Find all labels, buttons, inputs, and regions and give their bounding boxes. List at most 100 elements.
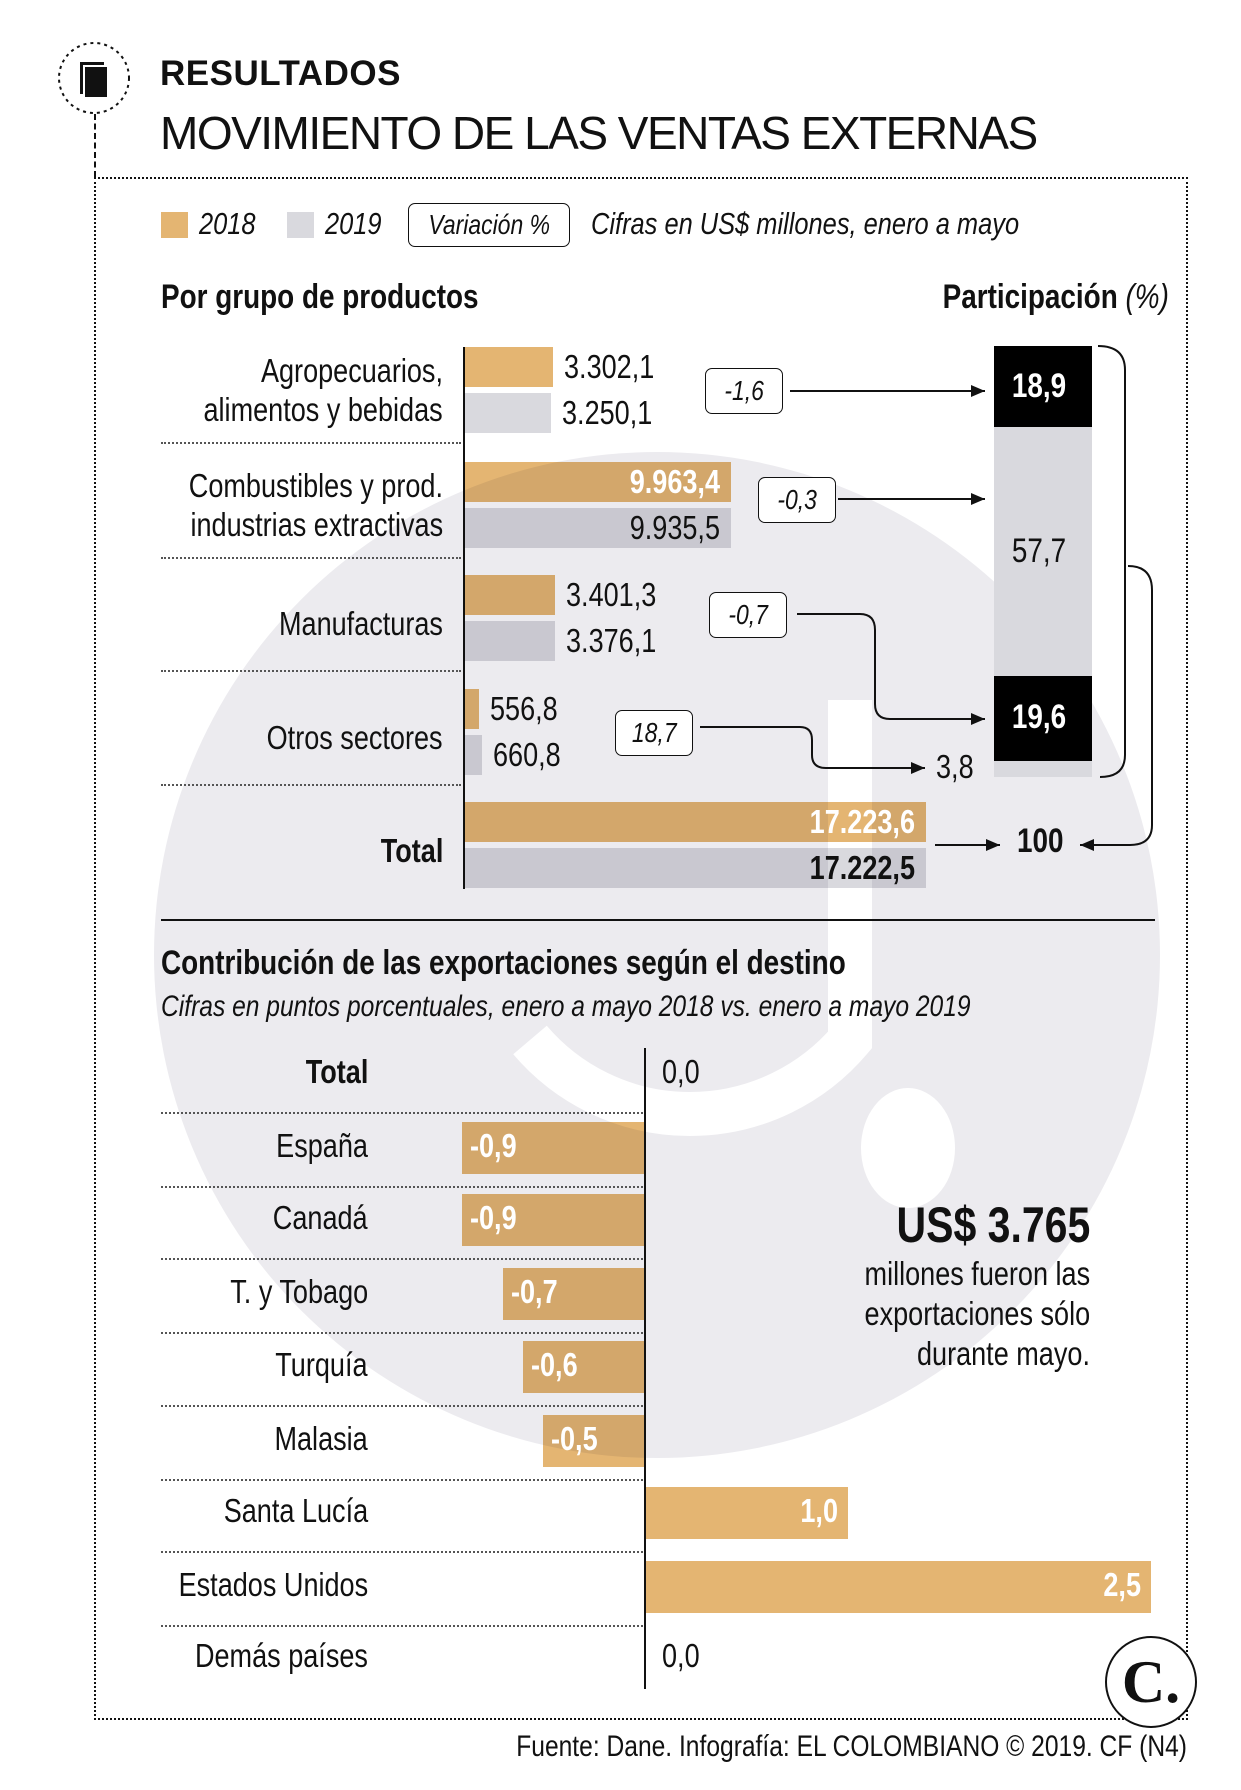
variation-label: -0,7 — [728, 599, 768, 630]
destination-value: -0,6 — [530, 1346, 578, 1383]
category-label-line: Agropecuarios, — [260, 352, 443, 389]
category-separator — [161, 670, 461, 672]
category-label: Combustibles y prod. industrias extractiv… — [133, 466, 443, 544]
bar-2019 — [464, 393, 552, 433]
footer-source: Fuente: Dane. Infografía: EL COLOMBIANO … — [516, 1730, 1187, 1763]
category-separator — [161, 784, 461, 786]
bar-2018 — [464, 575, 556, 615]
products-axis — [463, 347, 465, 889]
bar-2018 — [464, 462, 732, 502]
section-title-destination: Contribución de las exportaciones según … — [161, 944, 846, 982]
callout-line: durante mayo. — [917, 1335, 1090, 1372]
value-label-2018: 9.963,4 — [629, 463, 721, 500]
destination-label: Malasia — [274, 1420, 368, 1457]
arrowhead-icon — [971, 713, 985, 725]
document-icon — [58, 42, 130, 114]
category-label: Manufacturas — [243, 604, 443, 643]
callout-text: millones fueron las exportaciones sólo d… — [815, 1254, 1090, 1374]
destination-value: 0,0 — [662, 1637, 700, 1674]
legend-variation-text: Variación % — [428, 209, 550, 240]
category-label-line: Total — [380, 832, 443, 869]
destination-label: T. y Tobago — [230, 1273, 368, 1310]
legend-note: Cifras en US$ millones, enero a mayo — [591, 206, 1020, 241]
connector-arrow — [1097, 345, 1126, 778]
arrowhead-icon — [986, 839, 1000, 851]
destination-label: Total — [305, 1053, 368, 1090]
category-label: Otros sectores — [228, 718, 443, 757]
frame-connector — [94, 114, 96, 177]
category-label-line: Otros sectores — [267, 719, 443, 756]
destination-value: 2,5 — [1103, 1566, 1141, 1603]
section-divider — [161, 919, 1155, 921]
destination-label: Turquía — [275, 1346, 368, 1383]
share-segment — [994, 676, 1092, 761]
section-subtitle-destination: Cifras en puntos porcentuales, enero a m… — [161, 990, 971, 1023]
legend-2019: 2019 — [325, 206, 382, 241]
value-label-2018: 3.302,1 — [563, 348, 654, 385]
destination-separator — [161, 1625, 643, 1627]
destination-separator — [161, 1551, 643, 1553]
section-title-products: Por grupo de productos — [161, 278, 479, 316]
variation-box: -0,7 — [709, 592, 787, 638]
destination-bar — [543, 1415, 644, 1467]
connector-arrow — [700, 726, 925, 769]
share-title-suffix: (%) — [1125, 278, 1169, 316]
legend-variation: Variación % — [408, 203, 570, 247]
connector-arrow — [797, 613, 985, 720]
bar-2018 — [464, 689, 479, 729]
bar-2019 — [464, 621, 555, 661]
destination-value: 0,0 — [662, 1053, 700, 1090]
bar-2018 — [464, 802, 926, 842]
category-label-line: industrias extractivas — [190, 506, 443, 543]
category-label: Agropecuarios, alimentos y bebidas — [151, 351, 443, 429]
share-label: 57,7 — [1011, 531, 1067, 570]
destination-label: Santa Lucía — [223, 1492, 368, 1529]
frame — [94, 177, 1188, 1720]
arrowhead-icon — [971, 385, 985, 397]
value-label-2018: 3.401,3 — [566, 576, 657, 613]
share-segment — [994, 760, 1092, 777]
variation-box: -1,6 — [705, 368, 783, 414]
callout-line: exportaciones sólo — [864, 1295, 1090, 1332]
share-label: 19,6 — [1011, 698, 1067, 737]
destination-separator — [161, 1258, 643, 1260]
destination-bar — [502, 1268, 644, 1320]
destination-separator — [161, 1405, 643, 1407]
destination-separator — [161, 1479, 643, 1481]
share-label: 3,8 — [936, 748, 974, 785]
callout-amount: US$ 3.765 — [896, 1197, 1090, 1253]
kicker: RESULTADOS — [160, 54, 401, 93]
destination-value: -0,7 — [510, 1273, 558, 1310]
destination-label: Canadá — [273, 1199, 368, 1236]
share-title: Participación — [942, 278, 1118, 316]
destination-value: -0,9 — [470, 1199, 517, 1236]
share-segment — [994, 346, 1092, 428]
variation-label: -1,6 — [724, 375, 764, 406]
share-segment — [994, 427, 1092, 677]
page-title: MOVIMIENTO DE LAS VENTAS EXTERNAS — [160, 107, 1038, 159]
value-label-2019: 9.935,5 — [629, 509, 720, 546]
category-label-line: Manufacturas — [279, 605, 443, 642]
destination-bar — [522, 1341, 644, 1393]
destination-separator — [161, 1112, 643, 1114]
legend-2018: 2018 — [199, 206, 256, 241]
variation-label: -0,3 — [777, 484, 817, 515]
value-label-2019: 3.376,1 — [565, 622, 656, 659]
destination-axis — [644, 1048, 646, 1689]
el-colombiano-logo: C. — [1105, 1636, 1197, 1728]
variation-box: -0,3 — [758, 477, 836, 523]
bar-2019 — [464, 848, 926, 888]
destination-separator — [161, 1332, 643, 1334]
callout-line: millones fueron las — [864, 1255, 1090, 1292]
arrowhead-icon — [911, 762, 925, 774]
destination-value: -0,5 — [551, 1420, 598, 1457]
arrowhead-icon — [971, 493, 985, 505]
share-total-label: 100 — [1017, 822, 1064, 860]
destination-separator — [161, 1186, 643, 1188]
destination-value: 1,0 — [800, 1492, 838, 1529]
value-label-2018: 556,8 — [489, 690, 558, 727]
